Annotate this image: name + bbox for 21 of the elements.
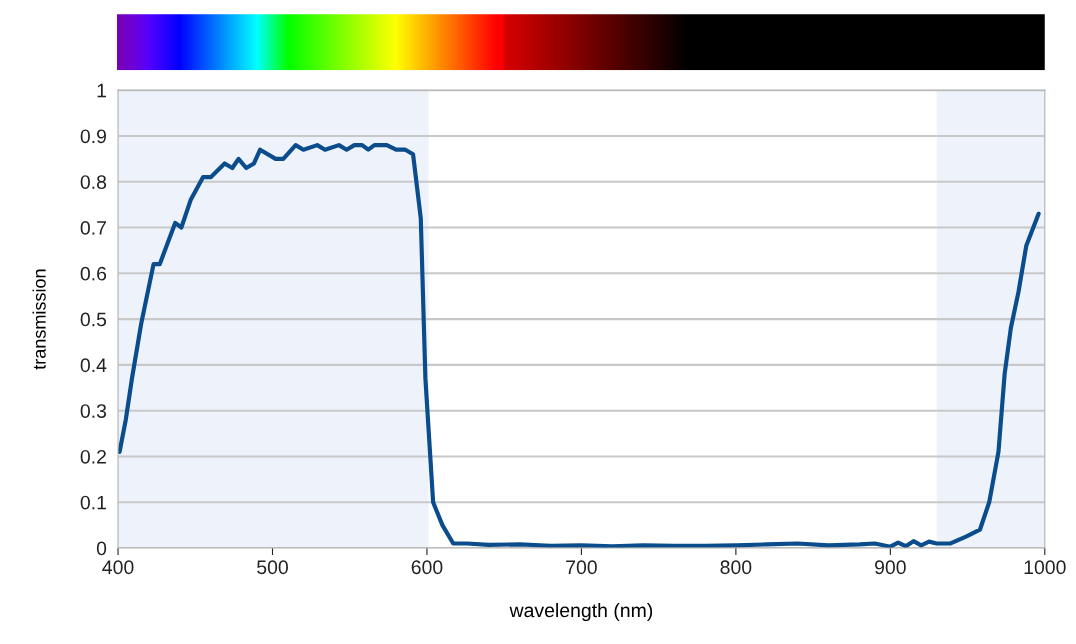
x-tick-label: 500 <box>257 560 288 575</box>
y-tick-label: 0.2 <box>80 449 106 464</box>
y-tick-label: 0.6 <box>80 266 107 281</box>
y-tick-label: 0.9 <box>80 129 107 144</box>
y-tick-label: 0.5 <box>80 312 107 327</box>
x-tick-label: 400 <box>102 560 134 575</box>
x-tick-label: 700 <box>566 560 597 575</box>
x-tick-label: 900 <box>875 560 906 575</box>
x-axis-title: wavelength (nm) <box>509 602 653 622</box>
y-tick-label: 0.1 <box>80 495 106 510</box>
x-tick-label: 600 <box>411 560 443 575</box>
line-series <box>118 143 1041 549</box>
y-tick-label: 1 <box>97 83 106 98</box>
x-tick-label: 1000 <box>1024 560 1066 575</box>
y-tick-label: 0.3 <box>80 404 107 418</box>
y-tick-label: 0.4 <box>80 358 107 373</box>
y-tick-label: 0 <box>96 541 107 556</box>
y-tick-label: 0.8 <box>80 175 107 189</box>
x-tick-label: 800 <box>720 560 752 575</box>
y-axis-title: transmission <box>32 269 46 370</box>
y-tick-label: 0.7 <box>80 220 106 235</box>
